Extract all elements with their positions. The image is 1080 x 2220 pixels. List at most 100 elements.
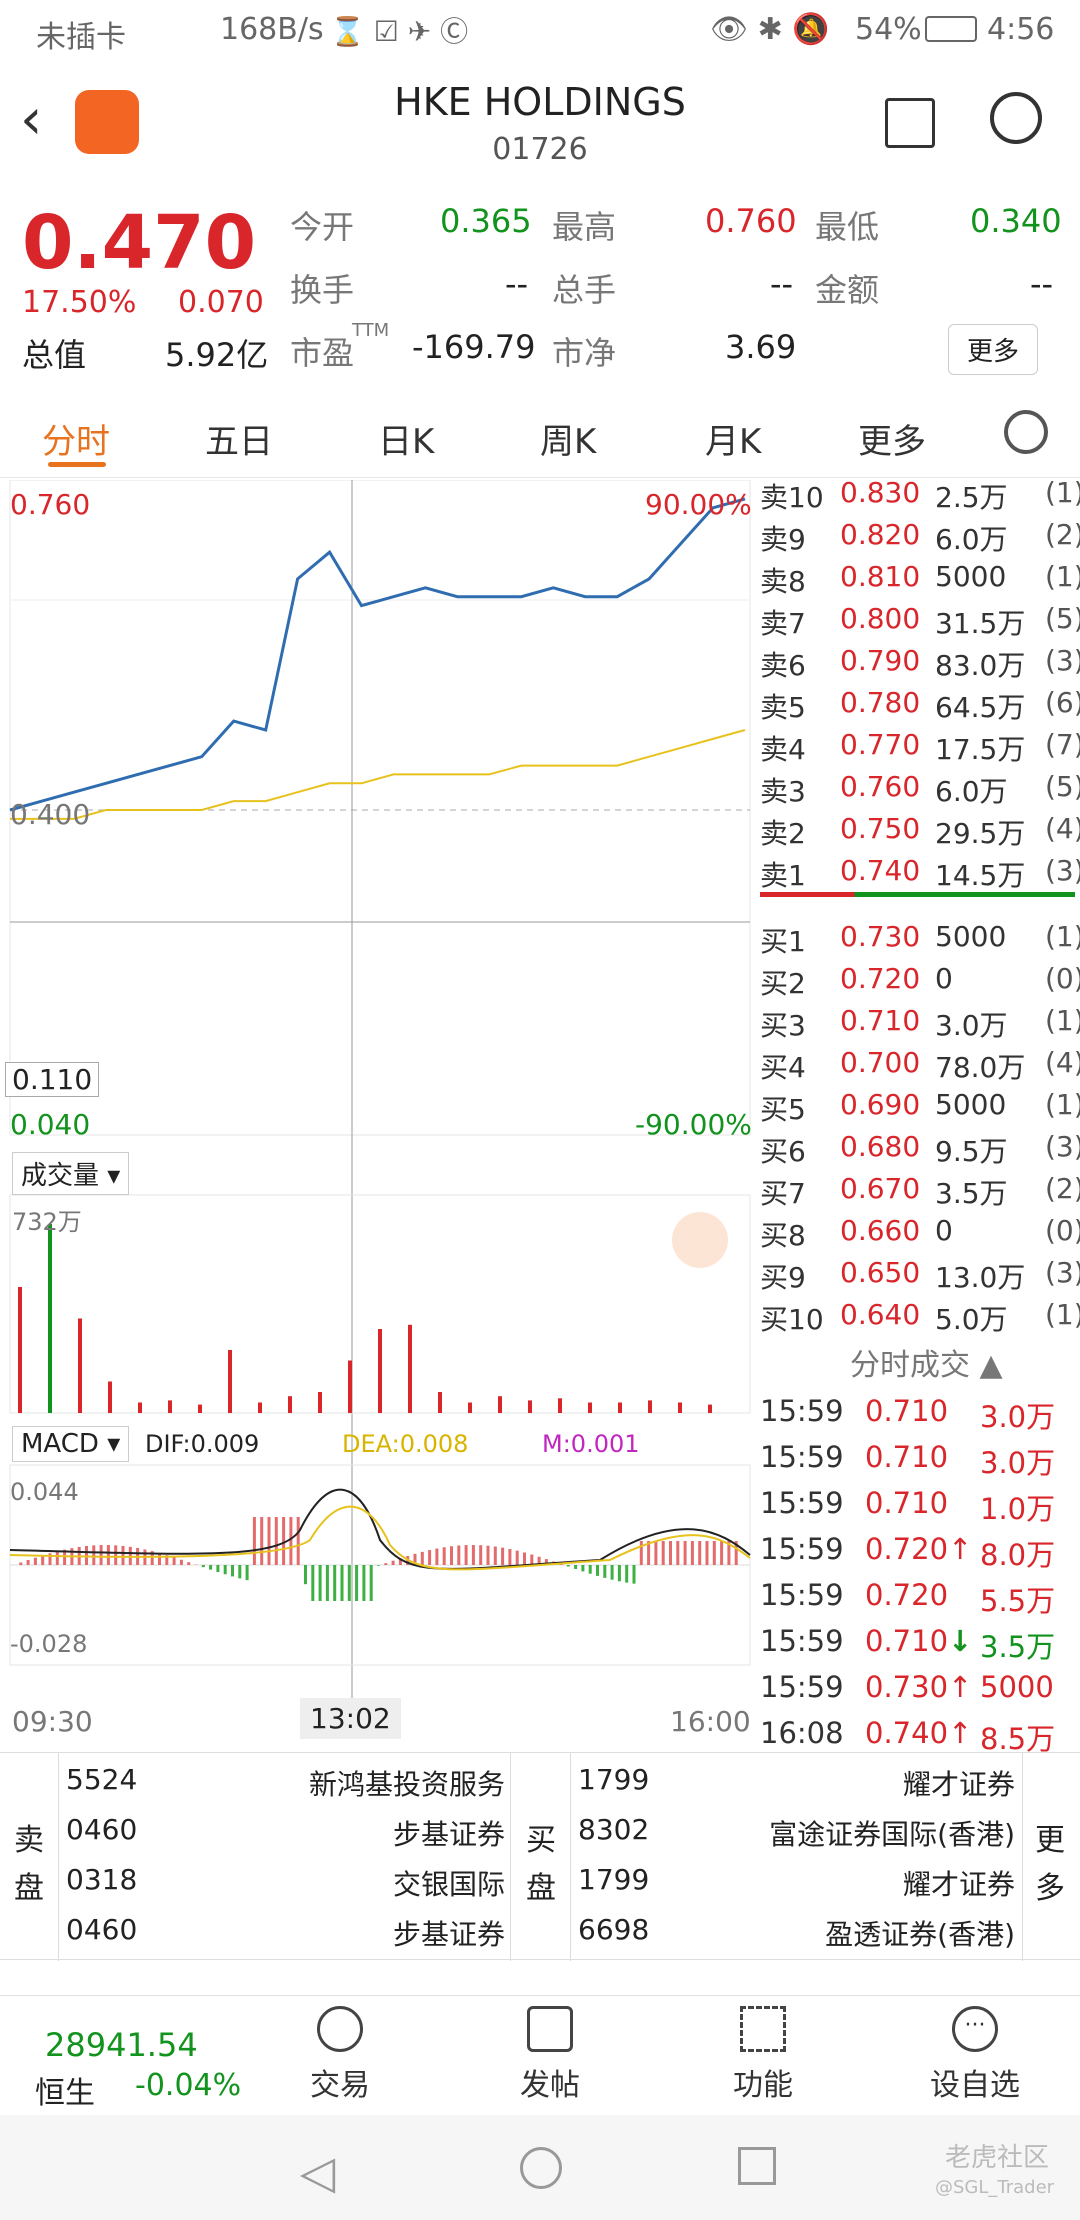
- macd-bar: [48, 1553, 52, 1565]
- order-book: 分时成交 ▲ 卖100.8302.5万(1)卖90.8206.0万(2)卖80.…: [755, 476, 1080, 1756]
- buy-broker-code: 1799: [578, 1763, 650, 1796]
- trade-time: 15:59: [760, 1624, 844, 1658]
- nav-functions[interactable]: 功能: [688, 2006, 838, 2104]
- tab-intraday[interactable]: 分时: [42, 422, 110, 462]
- macd-indicator-select[interactable]: MACD ▾: [12, 1426, 130, 1462]
- trade-row: 15:59 0.710 1.0万: [755, 1482, 1080, 1526]
- battery-text: 54%: [855, 12, 922, 47]
- trade-row: 15:59 0.730↑ 5000: [755, 1666, 1080, 1708]
- bid-price: 0.650: [840, 1256, 921, 1289]
- buy-broker-code: 6698: [578, 1913, 650, 1946]
- ask-row[interactable]: 卖7 0.800 31.5万 (5): [755, 598, 1080, 640]
- macd-label: MACD: [21, 1429, 99, 1459]
- macd-bar: [267, 1517, 271, 1565]
- ask-price: 0.790: [840, 644, 921, 677]
- dea-value: DEA:0.008: [342, 1430, 469, 1458]
- share-icon[interactable]: [885, 98, 935, 148]
- volume-bar: [678, 1402, 682, 1413]
- bid-row[interactable]: 买7 0.670 3.5万 (2): [755, 1168, 1080, 1210]
- system-back-icon[interactable]: ◁: [300, 2145, 336, 2199]
- open-label: 今开: [290, 208, 355, 246]
- ask-row[interactable]: 卖3 0.760 6.0万 (5): [755, 766, 1080, 808]
- settings-gear-icon[interactable]: [1004, 410, 1048, 454]
- tab-daily-k[interactable]: 日K: [378, 422, 435, 462]
- ask-row[interactable]: 卖2 0.750 29.5万 (4): [755, 808, 1080, 850]
- trade-vol: 8.5万: [980, 1722, 1056, 1756]
- macd-bar: [690, 1541, 694, 1565]
- nav-trade[interactable]: 交易: [265, 2006, 415, 2104]
- total-vol-label: 总手: [552, 271, 617, 309]
- search-icon[interactable]: [990, 92, 1042, 144]
- macd-bar: [260, 1517, 264, 1565]
- nav-functions-label: 功能: [733, 2068, 793, 2103]
- ask-row[interactable]: 卖10 0.830 2.5万 (1): [755, 472, 1080, 514]
- tab-five-day[interactable]: 五日: [205, 422, 273, 462]
- ask-row[interactable]: 卖4 0.770 17.5万 (7): [755, 724, 1080, 766]
- system-recents-icon[interactable]: [738, 2147, 776, 2185]
- tab-monthly-k[interactable]: 月K: [705, 422, 762, 462]
- chart-svg: [9, 479, 751, 1700]
- volume-bars: [18, 1224, 712, 1413]
- open-value: 0.365: [440, 202, 532, 240]
- macd-bar: [647, 1541, 651, 1565]
- macd-bottom-label: -0.028: [10, 1630, 88, 1658]
- ask-price: 0.750: [840, 812, 921, 845]
- trade-row: 16:08 0.740↑ 8.5万: [755, 1712, 1080, 1756]
- ask-n: (2): [1045, 518, 1080, 551]
- ask-label: 卖3: [760, 775, 806, 808]
- more-broker-label-1[interactable]: 更: [1035, 1823, 1065, 1858]
- tab-more[interactable]: 更多: [858, 422, 926, 462]
- ask-row[interactable]: 卖5 0.780 64.5万 (6): [755, 682, 1080, 724]
- battery-icon: [925, 16, 977, 42]
- macd-bar: [537, 1556, 541, 1565]
- bid-label: 买10: [760, 1303, 824, 1336]
- macd-bar: [114, 1545, 118, 1565]
- bid-row[interactable]: 买3 0.710 3.0万 (1): [755, 1000, 1080, 1042]
- nav-watchlist-label: 设自选: [930, 2068, 1020, 2103]
- bid-row[interactable]: 买5 0.690 5000 (1): [755, 1084, 1080, 1126]
- ask-row[interactable]: 卖1 0.740 14.5万 (3): [755, 850, 1080, 892]
- macd-bar: [464, 1545, 468, 1565]
- volume-bar: [708, 1404, 712, 1413]
- ask-vol: 14.5万: [935, 859, 1026, 892]
- ask-n: (1): [1045, 476, 1080, 509]
- volume-bar: [138, 1402, 142, 1413]
- macd-bar: [501, 1547, 505, 1565]
- macd-bar: [486, 1545, 490, 1565]
- bid-row[interactable]: 买4 0.700 78.0万 (4): [755, 1042, 1080, 1084]
- bid-row[interactable]: 买9 0.650 13.0万 (3): [755, 1252, 1080, 1294]
- ask-label: 卖9: [760, 523, 806, 556]
- macd-bar: [150, 1551, 154, 1565]
- macd-bar: [581, 1565, 585, 1572]
- system-home-icon[interactable]: [520, 2147, 562, 2189]
- intraday-chart[interactable]: 0.760 90.00% 0.400 0.110 0.040 -90.00% 成…: [0, 479, 755, 1750]
- volume-indicator-select[interactable]: 成交量 ▾: [12, 1152, 130, 1195]
- dif-value: DIF:0.009: [145, 1430, 260, 1458]
- bid-row[interactable]: 买2 0.720 0 (0): [755, 958, 1080, 1000]
- nav-post[interactable]: 发帖: [475, 2006, 625, 2104]
- back-icon[interactable]: ‹: [20, 87, 43, 152]
- ask-row[interactable]: 卖6 0.790 83.0万 (3): [755, 640, 1080, 682]
- price-line: [9, 497, 746, 812]
- nav-watchlist[interactable]: ··· 设自选: [900, 2006, 1050, 2104]
- bid-row[interactable]: 买10 0.640 5.0万 (1): [755, 1294, 1080, 1336]
- bid-row[interactable]: 买1 0.730 5000 (1): [755, 916, 1080, 958]
- bid-price: 0.660: [840, 1214, 921, 1247]
- ask-row[interactable]: 卖9 0.820 6.0万 (2): [755, 514, 1080, 556]
- active-tab-indicator: [48, 462, 106, 467]
- volume-bar: [408, 1324, 412, 1413]
- volume-bar: [438, 1392, 442, 1413]
- trades-header[interactable]: 分时成交 ▲: [850, 1348, 1003, 1383]
- bid-row[interactable]: 买8 0.660 0 (0): [755, 1210, 1080, 1252]
- more-quote-button[interactable]: 更多: [948, 324, 1039, 375]
- bid-label: 买7: [760, 1177, 806, 1210]
- macd-bar: [179, 1559, 183, 1565]
- bid-row[interactable]: 买6 0.680 9.5万 (3): [755, 1126, 1080, 1168]
- dea-line: [9, 1505, 751, 1571]
- ask-row[interactable]: 卖8 0.810 5000 (1): [755, 556, 1080, 598]
- index-value[interactable]: 28941.54: [45, 2026, 198, 2064]
- sell-broker-name: 新鸿基投资服务: [308, 1768, 505, 1801]
- more-broker-label-2[interactable]: 多: [1035, 1871, 1065, 1906]
- tab-weekly-k[interactable]: 周K: [540, 422, 597, 462]
- macd-bar: [625, 1565, 629, 1583]
